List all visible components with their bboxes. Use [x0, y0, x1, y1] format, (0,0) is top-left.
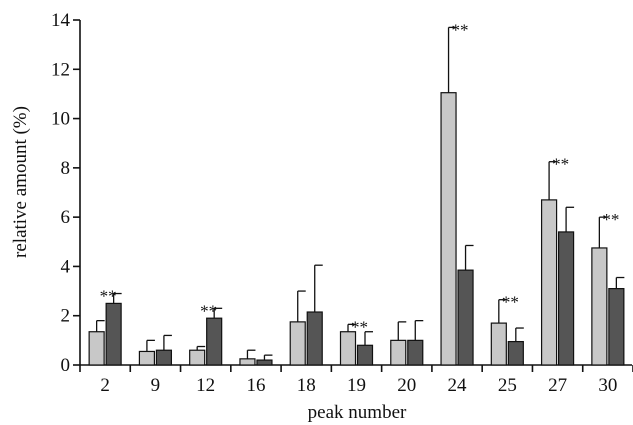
- y-axis-title: relative amount (%): [10, 106, 31, 258]
- significance-marker-peak-25: **: [502, 293, 519, 312]
- significance-marker-peak-24: **: [452, 20, 469, 39]
- x-axis-title: peak number: [308, 402, 407, 423]
- bar-series2-peak-25: [507, 340, 524, 366]
- y-tick-label: 12: [51, 59, 70, 80]
- y-tick-label: 2: [61, 306, 71, 327]
- bar-series1-peak-25: [490, 322, 507, 366]
- y-tick-label: 8: [61, 158, 71, 179]
- bar-series1-peak-2: [88, 331, 105, 366]
- x-tick-label: 24: [448, 375, 468, 396]
- bar-series1-peak-16: [239, 358, 256, 366]
- x-tick-label: 20: [397, 375, 416, 396]
- y-axis: 0 2 4 6 8 10 12 14: [51, 10, 81, 376]
- bar-series2-peak-20: [407, 339, 424, 366]
- x-tick-label: 19: [347, 375, 366, 396]
- y-tick-label: 14: [51, 10, 71, 31]
- y-tick-label: 10: [51, 109, 70, 130]
- bar-series2-peak-27: [557, 231, 575, 366]
- x-axis: 2 9 12 16 18 19 20 24 25 27 30: [79, 364, 633, 396]
- y-tick-label: 4: [61, 256, 71, 277]
- bar-series2-peak-30: [608, 288, 625, 366]
- bar-series2-peak-24: [457, 269, 474, 366]
- bar-series1-peak-9: [138, 350, 156, 366]
- y-tick-label: 6: [61, 207, 71, 228]
- significance-marker-peak-27: **: [552, 155, 569, 174]
- y-tick-label: 0: [61, 355, 71, 376]
- significance-marker-peak-2: **: [100, 287, 117, 306]
- x-tick-label: 16: [246, 375, 265, 396]
- x-tick-label: 2: [100, 375, 110, 396]
- bar-series2-peak-12: [206, 317, 223, 366]
- bar-series2-peak-2: [105, 302, 122, 366]
- bar-series1-peak-20: [390, 339, 407, 366]
- x-tick-label: 12: [196, 375, 215, 396]
- bar-series2-peak-18: [306, 311, 323, 366]
- x-tick-label: 18: [297, 375, 316, 396]
- significance-annotations: ** ** ** ** ** ** **: [100, 20, 620, 336]
- bars: [88, 26, 625, 366]
- bar-series2-peak-16: [256, 359, 273, 366]
- bar-series1-peak-24: [440, 92, 457, 366]
- x-tick-label: 25: [498, 375, 517, 396]
- bar-series2-peak-9: [155, 349, 173, 366]
- bar-series1-peak-12: [189, 349, 206, 366]
- significance-marker-peak-19: **: [351, 317, 368, 336]
- bar-series1-peak-19: [339, 331, 357, 366]
- significance-marker-peak-12: **: [200, 301, 217, 320]
- bar-series1-peak-18: [289, 321, 306, 366]
- x-tick-label: 9: [151, 375, 161, 396]
- bar-series1-peak-27: [540, 199, 558, 366]
- bar-series2-peak-19: [356, 344, 374, 366]
- x-tick-label: 30: [598, 375, 617, 396]
- x-tick-label: 27: [548, 375, 567, 396]
- bar-series1-peak-30: [591, 247, 608, 366]
- significance-marker-peak-30: **: [602, 210, 619, 229]
